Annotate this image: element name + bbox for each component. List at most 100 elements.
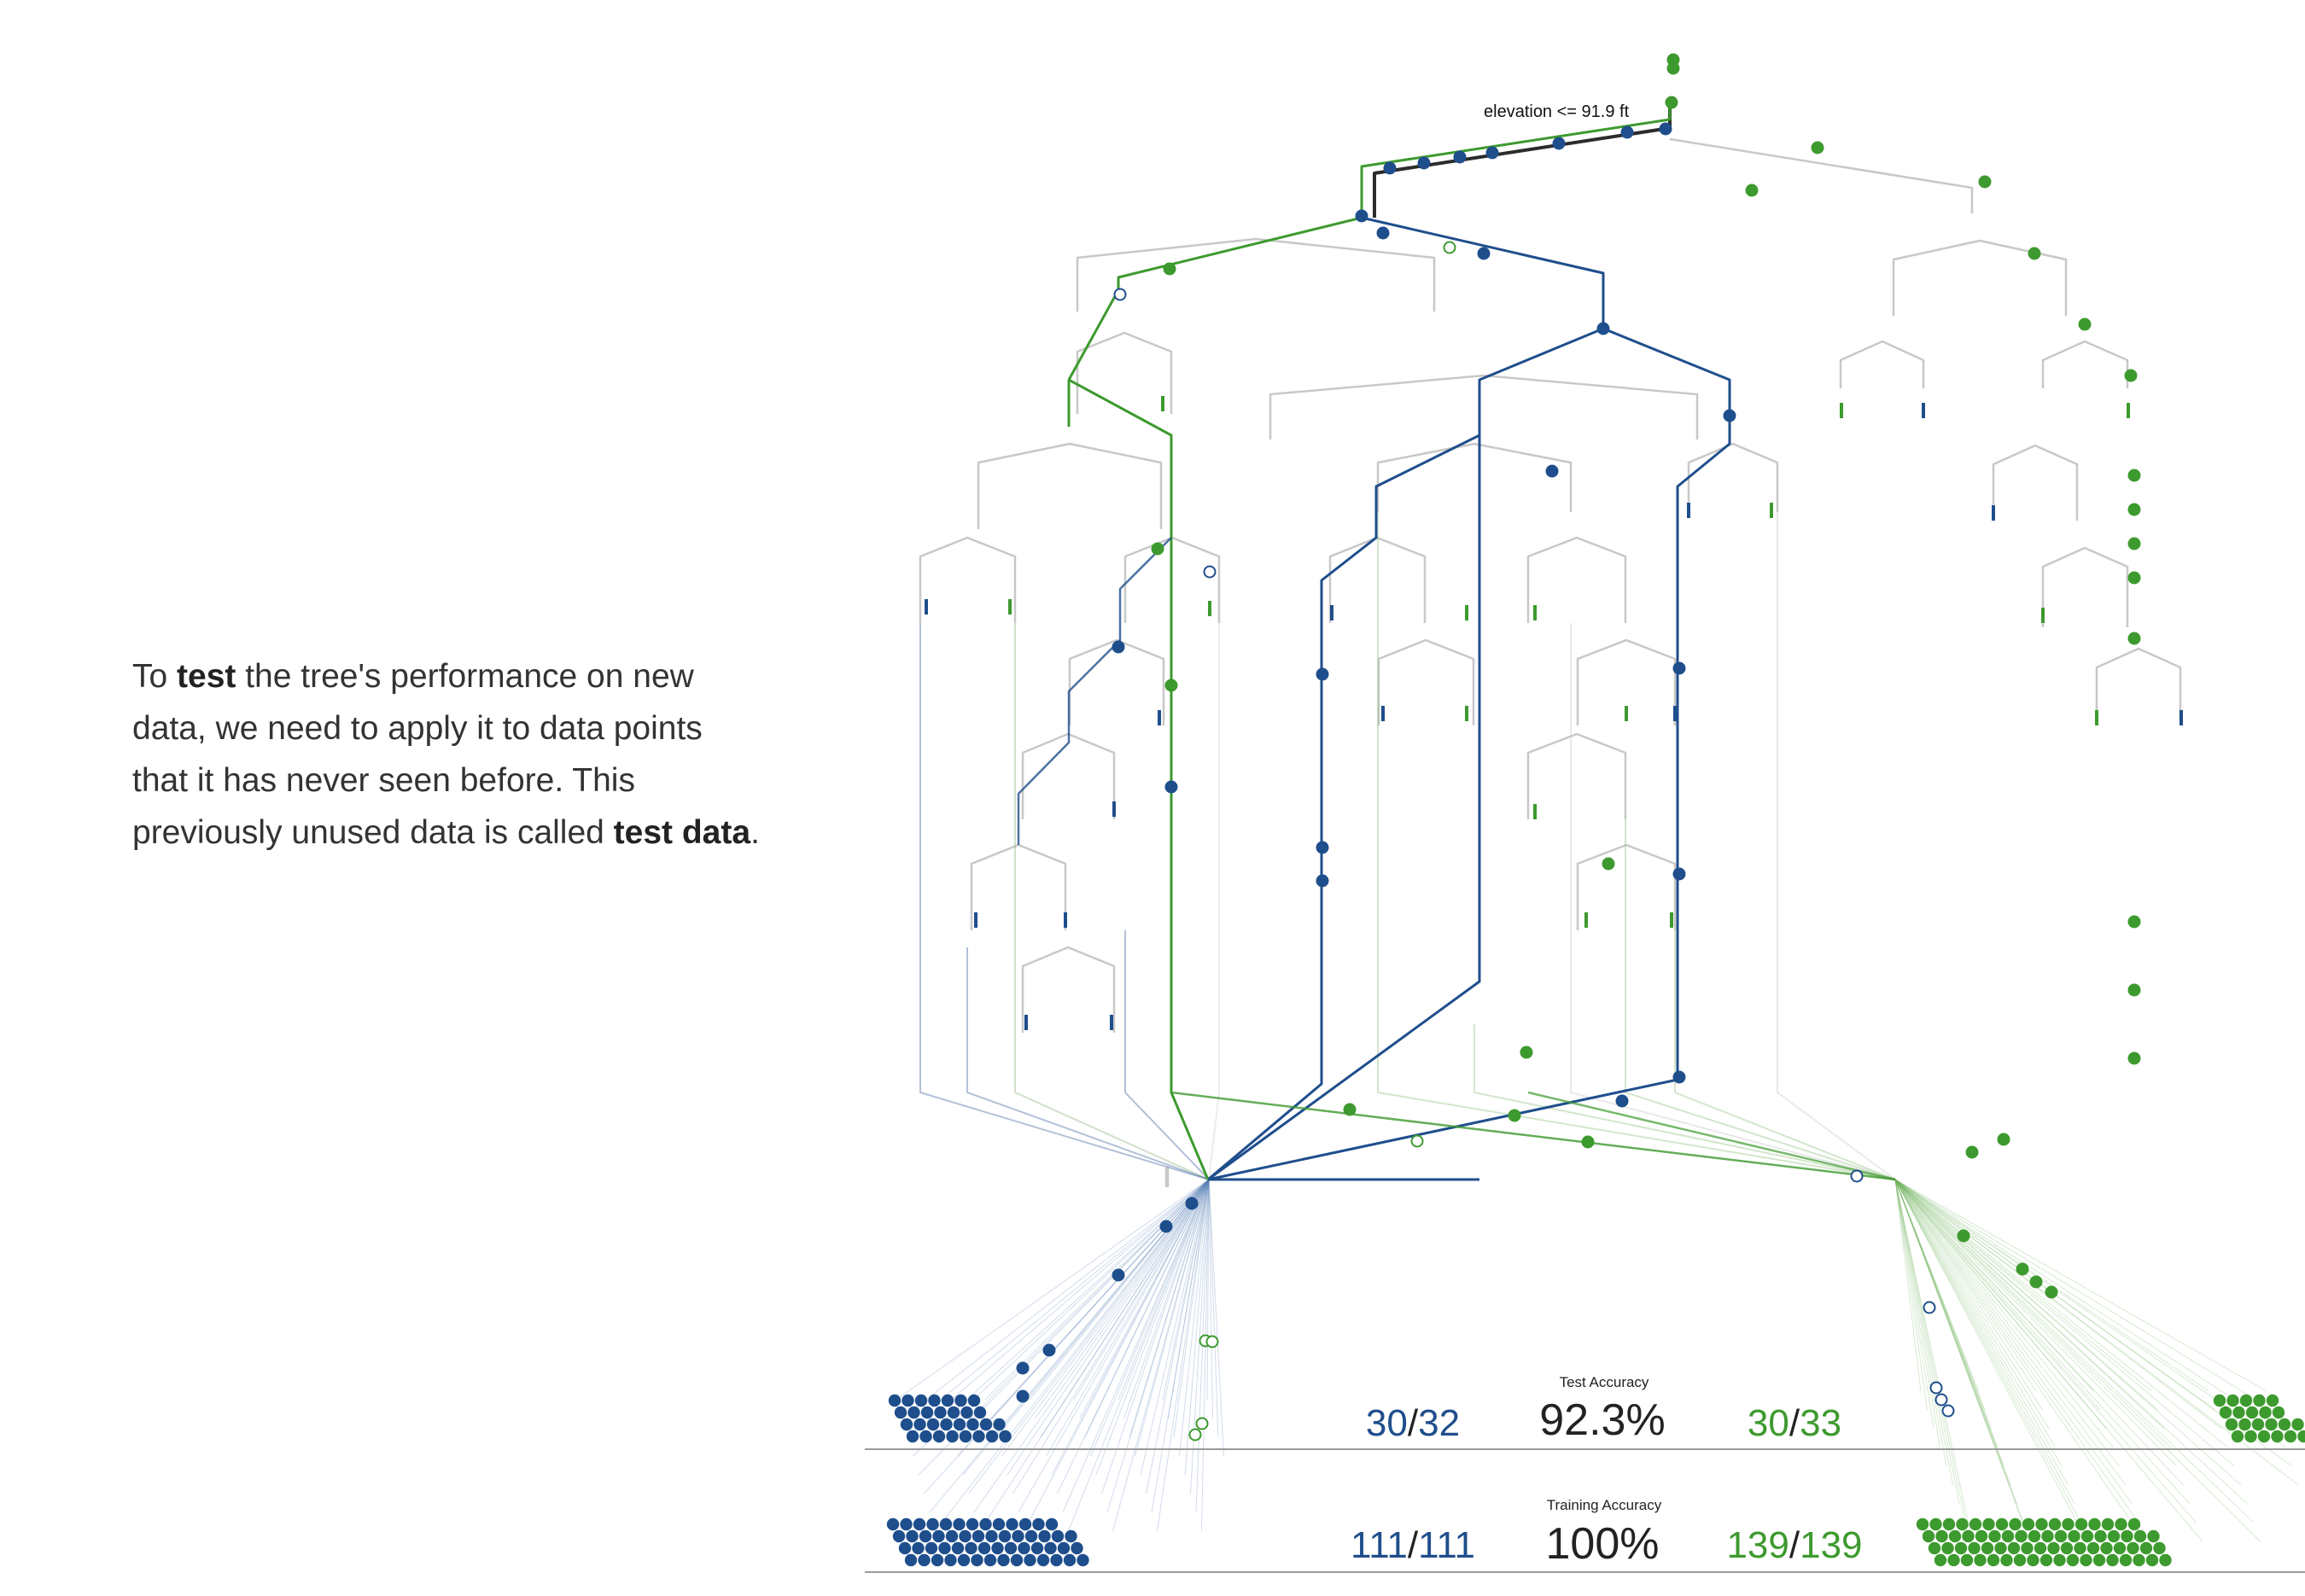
test-point (1672, 1070, 1686, 1084)
fan-line (924, 1179, 1210, 1494)
training-stack-right-point (1948, 1529, 1962, 1543)
split-node (1526, 732, 1627, 819)
test-stack-left-point (972, 1430, 985, 1443)
training-stack-left-point (945, 1529, 959, 1543)
fan-line (896, 1179, 1210, 1401)
training-stack-left-point (998, 1529, 1012, 1543)
test-stack-right-point (2219, 1406, 2232, 1419)
test-right-fraction: 30/33 (1748, 1402, 1841, 1444)
training-stack-left-point (1024, 1553, 1036, 1567)
fan-line (1894, 1179, 2024, 1523)
test-point (2127, 503, 2141, 516)
fan-line (1894, 1179, 2248, 1505)
fan-line (1894, 1179, 2120, 1467)
tree-branch (1208, 623, 1220, 1180)
training-stack-right-point (1954, 1541, 1968, 1555)
test-stack-left-point (932, 1430, 946, 1443)
fan-line (1101, 1179, 1210, 1494)
training-left-fraction: 111/111 (1351, 1524, 1475, 1566)
training-stack-right-point (2007, 1541, 2021, 1555)
test-stack-left-point (985, 1430, 999, 1443)
test-point (1965, 1145, 1979, 1159)
test-stack-left-point (928, 1394, 941, 1407)
test-point (1520, 1046, 1533, 1059)
fan-line (1079, 1179, 1210, 1419)
test-stack-right-point (2244, 1430, 2257, 1443)
training-stack-right-point (2159, 1553, 2172, 1567)
training-stack-left-point (1051, 1529, 1065, 1543)
fan-line (1894, 1179, 2004, 1467)
training-accuracy-label: Training Accuracy (1547, 1497, 1662, 1513)
training-stack-right-point (2147, 1529, 2160, 1543)
fan-line (940, 1179, 1210, 1401)
training-stack-left-point (972, 1529, 985, 1543)
split-node (2041, 546, 2129, 627)
fan-line (1029, 1179, 1210, 1401)
test-point (1410, 1134, 1424, 1148)
training-stack-right-point (2139, 1541, 2153, 1555)
split-node (1164, 1166, 1170, 1188)
leaf-markers (925, 396, 2183, 1030)
test-point (2029, 1275, 2043, 1289)
split-node (1839, 340, 1925, 388)
active-path (1207, 216, 1605, 1181)
active-branches (1017, 101, 1896, 1181)
training-stack-left-point (1032, 1517, 1045, 1531)
test-point (1417, 156, 1431, 170)
fan-line (1894, 1179, 1934, 1430)
training-stack-left-point (953, 1517, 966, 1531)
training-stack-right-point (2113, 1541, 2127, 1555)
training-stack-left-point (951, 1541, 965, 1555)
test-stack-left-point (953, 1418, 966, 1431)
fan-line (1894, 1179, 1992, 1430)
test-point (2127, 537, 2141, 550)
training-stack-right-point (1941, 1541, 1954, 1555)
training-stack-left-point (1004, 1541, 1018, 1555)
split-node (919, 536, 1017, 623)
training-stack-right-point (1942, 1517, 1956, 1531)
training-stack-right-point (2106, 1553, 2119, 1567)
training-stack-left-point (913, 1517, 926, 1531)
fan-line (1894, 1179, 2152, 1392)
fan-line (946, 1179, 1210, 1419)
fan-line (1894, 1179, 2037, 1392)
test-stack-left-point (907, 1406, 920, 1419)
training-stack-right-point (2086, 1541, 2100, 1555)
training-stack-right-point (1968, 1541, 1981, 1555)
test-point (2028, 247, 2041, 260)
tree-branch (1377, 512, 1896, 1180)
fan-line (1894, 1179, 1966, 1523)
fan-line (1129, 1179, 1210, 1438)
test-point (1355, 209, 1368, 223)
tree-branch (1674, 930, 1896, 1180)
training-stack-left-point (1050, 1553, 1063, 1567)
training-stack-right-point (2127, 1541, 2139, 1555)
narrative-bold-test: test (177, 658, 236, 695)
fan-line (1179, 1179, 1210, 1457)
training-stack-left-point (997, 1553, 1010, 1567)
test-point (1615, 1094, 1629, 1108)
fan-line (1894, 1179, 2094, 1392)
split-node (977, 442, 1163, 529)
training-stack-left-point (965, 1541, 977, 1555)
training-stack-left-point (919, 1529, 932, 1543)
test-point (1112, 1268, 1125, 1282)
test-point (1205, 1335, 1219, 1348)
training-stack-right-point (2088, 1517, 2101, 1531)
training-stack-right-point (2107, 1529, 2121, 1543)
training-stack-left-point (1012, 1529, 1024, 1543)
fan-line (1184, 1179, 1210, 1476)
test-stack-left-point (920, 1406, 934, 1419)
training-stack-left-point (898, 1541, 912, 1555)
training-stack-left-point (979, 1517, 992, 1531)
leaf-to-bucket-paths (896, 1179, 2299, 1542)
test-stack-left-point (979, 1418, 993, 1431)
fan-line (1206, 1179, 1210, 1401)
fan-line (1084, 1179, 1210, 1438)
narrative-bold-test-data: test data (613, 814, 751, 851)
narrative-text: To test the tree's performance on new da… (132, 650, 760, 859)
split-node (1068, 638, 1165, 725)
split-node (1021, 946, 1116, 1033)
test-stack-left-point (926, 1418, 940, 1431)
training-stack-left-point (977, 1541, 991, 1555)
